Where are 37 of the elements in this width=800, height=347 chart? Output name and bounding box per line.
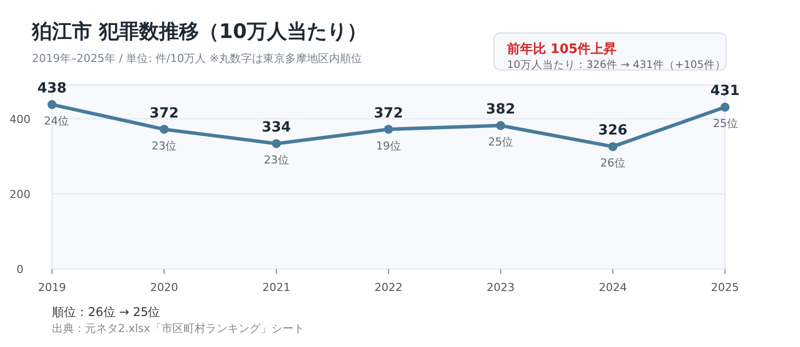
annotation: 23位 — [264, 154, 289, 167]
text: 前年比 105件上昇 — [506, 42, 617, 57]
data-label: 438 — [37, 80, 67, 97]
annotation: 25位 — [713, 117, 738, 130]
x-tick-label: 2024 — [598, 281, 627, 294]
chart-title: 狛江市 犯罪数推移（10万人当たり） — [31, 19, 367, 43]
annotation: 25位 — [488, 136, 514, 149]
y-tick-label: 0 — [16, 263, 24, 276]
data-label: 334 — [262, 120, 292, 136]
x-tick-label: 2021 — [262, 281, 290, 294]
x-tick-label: 2019 — [38, 281, 66, 294]
data-label: 431 — [710, 83, 740, 100]
text: 順位：26位 → 25位 — [52, 305, 160, 319]
point — [720, 102, 730, 112]
data-label: 326 — [598, 122, 628, 139]
point — [608, 142, 618, 152]
x-tick-label: 2025 — [711, 281, 739, 294]
x-tick-label: 2023 — [486, 281, 515, 294]
y-tick-label: 400 — [10, 112, 30, 126]
annotation: 24位 — [44, 114, 69, 128]
data-label: 382 — [486, 102, 516, 118]
x-tick-label: 2022 — [374, 281, 402, 294]
point — [48, 100, 56, 110]
point — [496, 121, 506, 130]
point — [272, 139, 281, 148]
data-label: 372 — [374, 105, 404, 122]
point — [160, 124, 169, 134]
annotation: 23位 — [152, 139, 177, 152]
source-note: 出典：元ネタ2.xlsx「市区町村ランキング」シート — [52, 322, 304, 335]
annotation: 26位 — [600, 156, 626, 170]
point — [384, 124, 393, 134]
chart-subtitle: 2019年–2025年 / 単位: 件/10万人 ※丸数字は東京多摩地区内順位 — [32, 52, 362, 65]
y-tick-label: 200 — [10, 188, 30, 201]
text: 10万人当たり：326件 → 431件（+105件） — [507, 59, 726, 71]
annotation: 19位 — [376, 139, 401, 152]
data-label: 372 — [150, 105, 179, 122]
x-tick-label: 2020 — [150, 281, 178, 294]
